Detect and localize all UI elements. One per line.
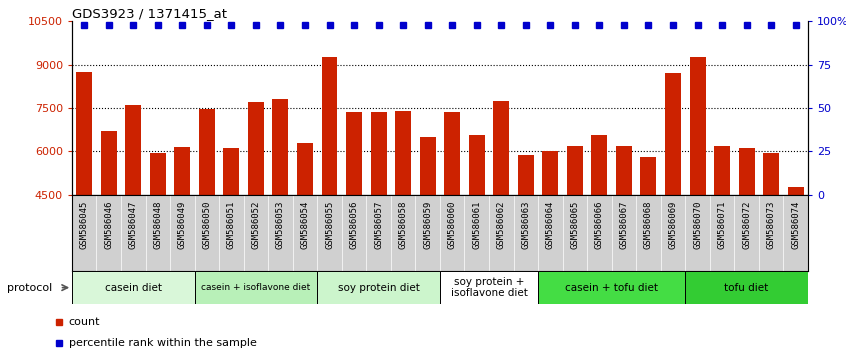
Bar — [125, 105, 141, 195]
Bar — [321, 57, 338, 195]
Text: GSM586062: GSM586062 — [497, 201, 506, 249]
Bar — [297, 143, 313, 195]
Bar — [567, 145, 583, 195]
Bar — [76, 72, 92, 195]
Bar — [150, 153, 166, 195]
Text: GSM586068: GSM586068 — [644, 201, 653, 249]
Text: GSM586045: GSM586045 — [80, 201, 89, 249]
Bar — [469, 136, 485, 195]
Text: soy protein diet: soy protein diet — [338, 282, 420, 293]
Text: GSM586074: GSM586074 — [791, 201, 800, 249]
Bar — [174, 147, 190, 195]
Bar — [788, 188, 804, 195]
Text: GSM586051: GSM586051 — [227, 201, 236, 249]
Bar — [395, 111, 411, 195]
Text: GSM586066: GSM586066 — [595, 201, 604, 249]
Text: GSM586047: GSM586047 — [129, 201, 138, 249]
Text: GSM586050: GSM586050 — [202, 201, 212, 249]
Text: GSM586063: GSM586063 — [521, 201, 530, 249]
Bar — [591, 136, 607, 195]
Bar — [542, 152, 558, 195]
Bar — [444, 112, 460, 195]
Text: GSM586064: GSM586064 — [546, 201, 555, 249]
Bar — [199, 109, 215, 195]
Text: GSM586072: GSM586072 — [742, 201, 751, 249]
Bar — [685, 271, 808, 304]
Bar — [223, 148, 239, 195]
Bar — [272, 99, 288, 195]
Text: GSM586057: GSM586057 — [374, 201, 383, 249]
Text: count: count — [69, 318, 100, 327]
Text: tofu diet: tofu diet — [724, 282, 769, 293]
Text: GSM586053: GSM586053 — [276, 201, 285, 249]
Text: protocol: protocol — [7, 282, 52, 293]
Text: GSM586073: GSM586073 — [766, 201, 776, 249]
Text: GSM586061: GSM586061 — [472, 201, 481, 249]
Text: GSM586056: GSM586056 — [349, 201, 359, 249]
Bar — [371, 112, 387, 195]
Text: GSM586071: GSM586071 — [717, 201, 727, 249]
Text: GSM586070: GSM586070 — [693, 201, 702, 249]
Bar — [538, 271, 685, 304]
Text: GDS3923 / 1371415_at: GDS3923 / 1371415_at — [72, 7, 227, 20]
Bar — [195, 271, 317, 304]
Bar — [346, 112, 362, 195]
Bar — [640, 157, 656, 195]
Text: GSM586055: GSM586055 — [325, 201, 334, 249]
Text: casein + tofu diet: casein + tofu diet — [565, 282, 658, 293]
Bar — [72, 271, 195, 304]
Text: soy protein +
isoflavone diet: soy protein + isoflavone diet — [451, 277, 527, 298]
Bar — [763, 153, 779, 195]
Text: GSM586049: GSM586049 — [178, 201, 187, 249]
Bar — [420, 137, 436, 195]
Bar — [518, 155, 534, 195]
Bar — [440, 271, 538, 304]
Text: GSM586069: GSM586069 — [668, 201, 678, 249]
Text: GSM586046: GSM586046 — [104, 201, 113, 249]
Text: GSM586059: GSM586059 — [423, 201, 432, 249]
Text: GSM586052: GSM586052 — [251, 201, 261, 249]
Bar — [689, 57, 706, 195]
Text: GSM586067: GSM586067 — [619, 201, 629, 249]
Text: casein diet: casein diet — [105, 282, 162, 293]
Bar — [714, 145, 730, 195]
Bar — [616, 145, 632, 195]
Bar — [248, 102, 264, 195]
Bar — [317, 271, 440, 304]
Bar — [493, 101, 509, 195]
Text: GSM586048: GSM586048 — [153, 201, 162, 249]
Text: GSM586060: GSM586060 — [448, 201, 457, 249]
Bar — [739, 148, 755, 195]
Text: GSM586054: GSM586054 — [300, 201, 310, 249]
Text: percentile rank within the sample: percentile rank within the sample — [69, 338, 256, 348]
Text: GSM586058: GSM586058 — [398, 201, 408, 249]
Text: GSM586065: GSM586065 — [570, 201, 580, 249]
Bar — [101, 131, 117, 195]
Text: casein + isoflavone diet: casein + isoflavone diet — [201, 283, 310, 292]
Bar — [665, 73, 681, 195]
